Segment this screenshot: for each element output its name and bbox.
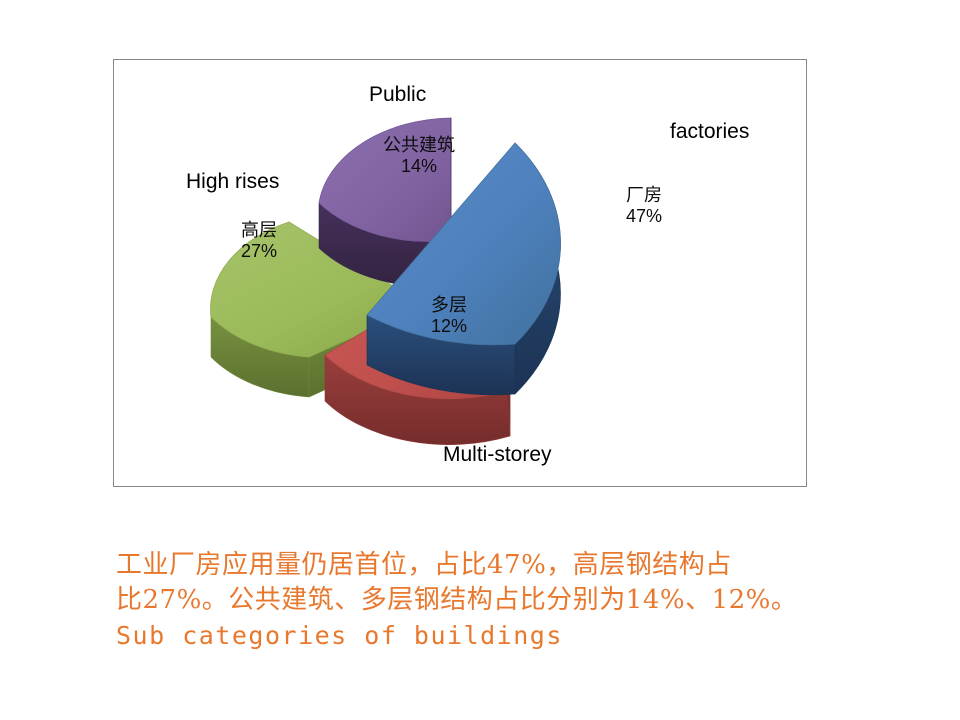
slice-data-label-public: 公共建筑 14%	[359, 135, 479, 177]
pie-slice-public-top	[318, 117, 452, 242]
slice-label-value-public: 14%	[400, 156, 438, 177]
caption-line-1: 工业厂房应用量仍居首位，占比47%，高层钢结构占	[116, 550, 732, 580]
pie-chart-graphic	[210, 117, 561, 445]
pie-slice-factories-top	[366, 142, 561, 346]
caption-line-3: Sub categories of buildings	[116, 621, 563, 650]
slice-label-name-multi-storey: 多层	[431, 295, 467, 315]
pie-chart-frame: Public factories High rises Multi-storey…	[113, 59, 807, 487]
slice-data-label-multi-storey: 多层 12%	[394, 295, 504, 337]
callout-label-factories: factories	[670, 120, 750, 143]
slice-label-name-high-rises: 高层	[241, 220, 277, 240]
slice-label-value-multi-storey: 12%	[430, 316, 468, 337]
slice-label-value-factories: 47%	[625, 206, 663, 227]
slice-data-label-high-rises: 高层 27%	[204, 220, 314, 262]
slice-label-value-high-rises: 27%	[240, 241, 278, 262]
callout-label-public: Public	[369, 83, 427, 106]
slice-label-name-public: 公共建筑	[383, 135, 455, 155]
slice-label-name-factories: 厂房	[626, 185, 662, 205]
caption-block: 工业厂房应用量仍居首位，占比47%，高层钢结构占 比27%。公共建筑、多层钢结构…	[116, 548, 906, 653]
slice-data-label-factories: 厂房 47%	[584, 185, 704, 227]
callout-label-high-rises: High rises	[186, 170, 280, 193]
pie-slice-factories[interactable]	[366, 142, 561, 396]
caption-line-2: 比27%。公共建筑、多层钢结构占比分别为14%、12%。	[116, 585, 798, 615]
callout-label-multi-storey: Multi-storey	[443, 443, 552, 466]
